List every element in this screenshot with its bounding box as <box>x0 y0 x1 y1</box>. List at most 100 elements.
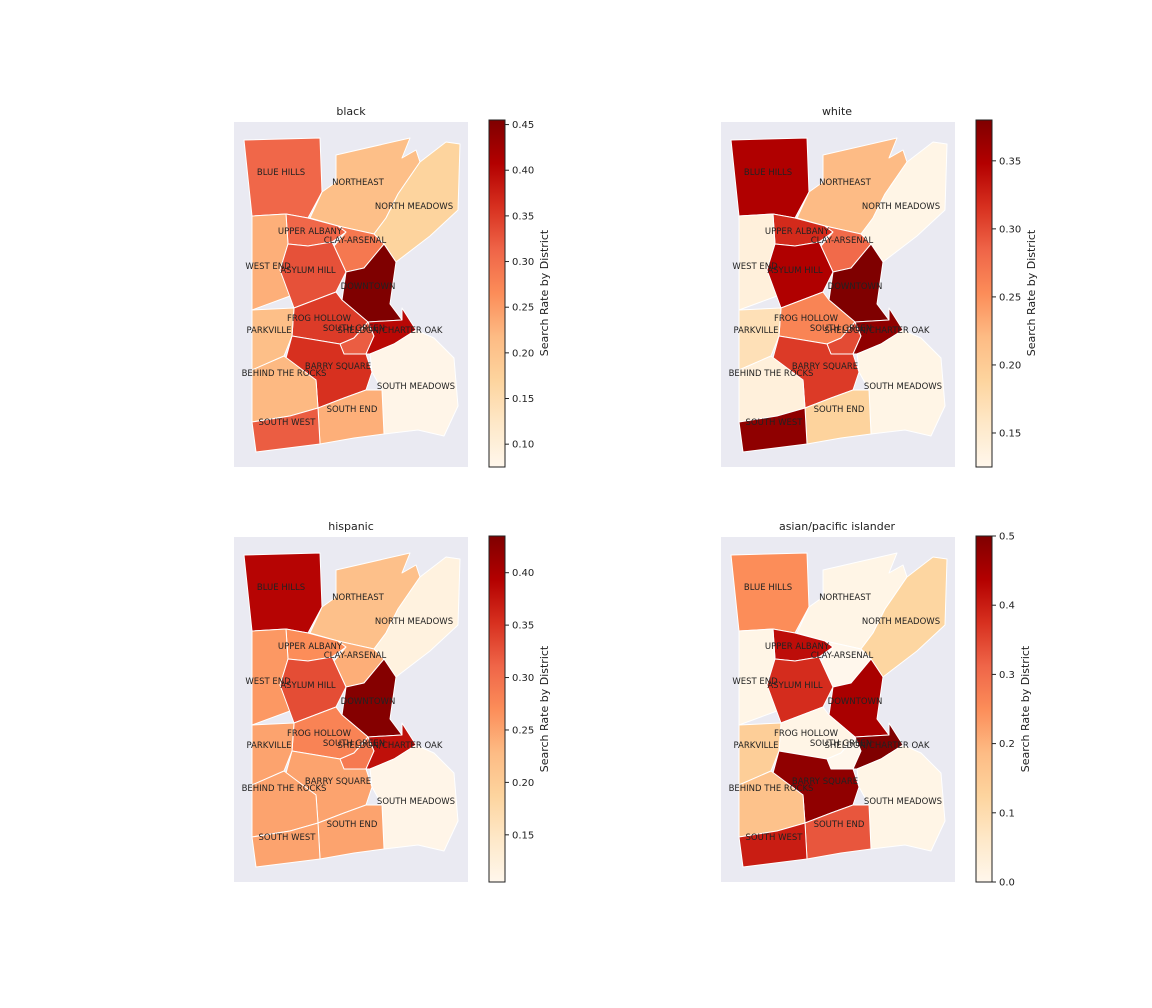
district-label-parkville: PARKVILLE <box>733 326 778 336</box>
district-label-south-meadows: SOUTH MEADOWS <box>864 797 942 807</box>
district-label-south-meadows: SOUTH MEADOWS <box>377 797 455 807</box>
colorbar-gradient <box>488 119 506 468</box>
district-label-behind-the-rocks: BEHIND THE ROCKS <box>729 369 814 379</box>
district-south-end[interactable] <box>804 804 872 860</box>
colorbar-tick-label: 0.1 <box>999 808 1015 819</box>
district-layer <box>243 137 461 453</box>
colorbar-tick-label: 0.35 <box>512 211 534 222</box>
district-label-west-end: WEST END <box>245 677 291 687</box>
district-parkville[interactable] <box>738 722 782 786</box>
colorbar-tick-label: 0.30 <box>512 257 534 268</box>
panel-title: hispanic <box>328 520 374 533</box>
district-label-downtown: DOWNTOWN <box>828 282 883 292</box>
district-label-frog-hollow: FROG HOLLOW <box>287 729 352 739</box>
colorbar-tick-label: 0.3 <box>999 670 1015 681</box>
district-south-meadows[interactable] <box>369 744 459 852</box>
colorbar-label: Search Rate by District <box>1025 229 1038 356</box>
district-label-south-end: SOUTH END <box>814 405 865 415</box>
colorbar-tick-label: 0.20 <box>512 778 534 789</box>
colorbar-tick-label: 0.15 <box>999 428 1021 439</box>
map-panel-asian-pacific-islander: asian/pacific islander BLUE HILLS NORTHEAS… <box>721 520 1032 889</box>
colorbar-tick-label: 0.45 <box>512 120 534 131</box>
district-label-layer: BLUE HILLS NORTHEAST NORTH MEADOWS UPPER AL… <box>242 168 456 428</box>
district-label-upper-albany: UPPER ALBANY <box>765 227 830 237</box>
district-label-parkville: PARKVILLE <box>246 741 291 751</box>
district-south-meadows[interactable] <box>856 329 946 437</box>
district-south-west[interactable] <box>251 407 321 453</box>
district-label-downtown: DOWNTOWN <box>341 697 396 707</box>
colorbar-gradient <box>975 535 993 883</box>
district-blue-hills[interactable] <box>730 137 810 219</box>
colorbar-tick-label: 0.25 <box>512 725 534 736</box>
panel-title: asian/pacific islander <box>779 520 896 533</box>
district-south-end[interactable] <box>804 389 872 445</box>
district-label-barry-square: BARRY SQUARE <box>792 777 858 787</box>
district-parkville[interactable] <box>251 722 295 786</box>
district-south-meadows[interactable] <box>369 329 459 437</box>
district-south-west[interactable] <box>251 822 321 868</box>
colorbar-tick-label: 0.4 <box>999 601 1015 612</box>
colorbar-tick-label: 0.2 <box>999 739 1015 750</box>
district-label-layer: BLUE HILLS NORTHEAST NORTH MEADOWS UPPER AL… <box>729 583 943 843</box>
colorbar-gradient <box>488 535 506 883</box>
district-label-parkville: PARKVILLE <box>733 741 778 751</box>
district-layer <box>730 552 948 868</box>
colorbar-tick-label: 0.30 <box>512 673 534 684</box>
panel-title: black <box>336 105 366 118</box>
district-label-asylum-hill: ASYLUM HILL <box>280 266 336 276</box>
colorbar-tick-label: 0.20 <box>999 360 1021 371</box>
district-label-downtown: DOWNTOWN <box>828 697 883 707</box>
district-blue-hills[interactable] <box>243 552 323 634</box>
district-label-south-end: SOUTH END <box>327 820 378 830</box>
district-label-north-meadows: NORTH MEADOWS <box>375 202 453 212</box>
district-label-parkville: PARKVILLE <box>246 326 291 336</box>
district-south-west[interactable] <box>738 407 808 453</box>
map-panel-hispanic: hispanic BLUE HILLS NORTHEAST NORTH MEADOWS… <box>234 520 551 883</box>
district-label-frog-hollow: FROG HOLLOW <box>774 314 839 324</box>
district-label-upper-albany: UPPER ALBANY <box>278 227 343 237</box>
district-label-sheldon-charter-oak: SHELDON/CHARTER OAK <box>338 326 443 336</box>
district-label-upper-albany: UPPER ALBANY <box>278 642 343 652</box>
district-blue-hills[interactable] <box>243 137 323 219</box>
district-label-south-green: SOUTH GREEN <box>323 739 385 749</box>
colorbar-tick-label: 0.25 <box>999 292 1021 303</box>
district-south-end[interactable] <box>317 804 385 860</box>
colorbar-gradient <box>975 119 993 468</box>
district-label-clay-arsenal: CLAY-ARSENAL <box>324 651 387 661</box>
district-label-behind-the-rocks: BEHIND THE ROCKS <box>729 784 814 794</box>
colorbar: 0.0 0.1 0.2 0.3 0.4 0.5 Search Rate by Distric… <box>975 532 1032 889</box>
district-south-meadows[interactable] <box>856 744 946 852</box>
district-blue-hills[interactable] <box>730 552 810 634</box>
district-label-sheldon-charter-oak: SHELDON/CHARTER OAK <box>825 741 930 751</box>
district-label-blue-hills: BLUE HILLS <box>744 168 792 178</box>
district-label-layer: BLUE HILLS NORTHEAST NORTH MEADOWS UPPER AL… <box>242 583 456 843</box>
colorbar: 0.15 0.20 0.25 0.30 0.35 0.40 Search Rate by D… <box>488 535 551 883</box>
colorbar-label: Search Rate by District <box>538 229 551 356</box>
district-label-south-west: SOUTH WEST <box>259 833 317 843</box>
district-south-west[interactable] <box>738 822 808 868</box>
district-label-asylum-hill: ASYLUM HILL <box>767 266 823 276</box>
colorbar: 0.10 0.15 0.20 0.25 0.30 0.35 0.40 0.45 Search R… <box>488 119 551 468</box>
district-label-south-green: SOUTH GREEN <box>810 739 872 749</box>
colorbar: 0.15 0.20 0.25 0.30 0.35 Search Rate by Distr… <box>975 119 1038 468</box>
district-label-asylum-hill: ASYLUM HILL <box>767 681 823 691</box>
district-label-barry-square: BARRY SQUARE <box>305 777 371 787</box>
district-label-south-west: SOUTH WEST <box>746 418 804 428</box>
colorbar-tick-label: 0.15 <box>512 394 534 405</box>
district-south-end[interactable] <box>317 389 385 445</box>
district-label-downtown: DOWNTOWN <box>341 282 396 292</box>
district-label-clay-arsenal: CLAY-ARSENAL <box>811 236 874 246</box>
district-layer <box>730 137 948 453</box>
map-panel-black: black BLUE HILLS NORTHEAST NORTH MEADOWS UPP… <box>234 105 551 468</box>
district-label-frog-hollow: FROG HOLLOW <box>287 314 352 324</box>
colorbar-tick-label: 0.35 <box>999 156 1021 167</box>
district-label-west-end: WEST END <box>245 262 291 272</box>
panel-title: white <box>822 105 852 118</box>
district-label-blue-hills: BLUE HILLS <box>257 583 305 593</box>
district-label-behind-the-rocks: BEHIND THE ROCKS <box>242 369 327 379</box>
district-parkville[interactable] <box>738 307 782 371</box>
district-label-south-green: SOUTH GREEN <box>323 324 385 334</box>
district-label-asylum-hill: ASYLUM HILL <box>280 681 336 691</box>
district-parkville[interactable] <box>251 307 295 371</box>
